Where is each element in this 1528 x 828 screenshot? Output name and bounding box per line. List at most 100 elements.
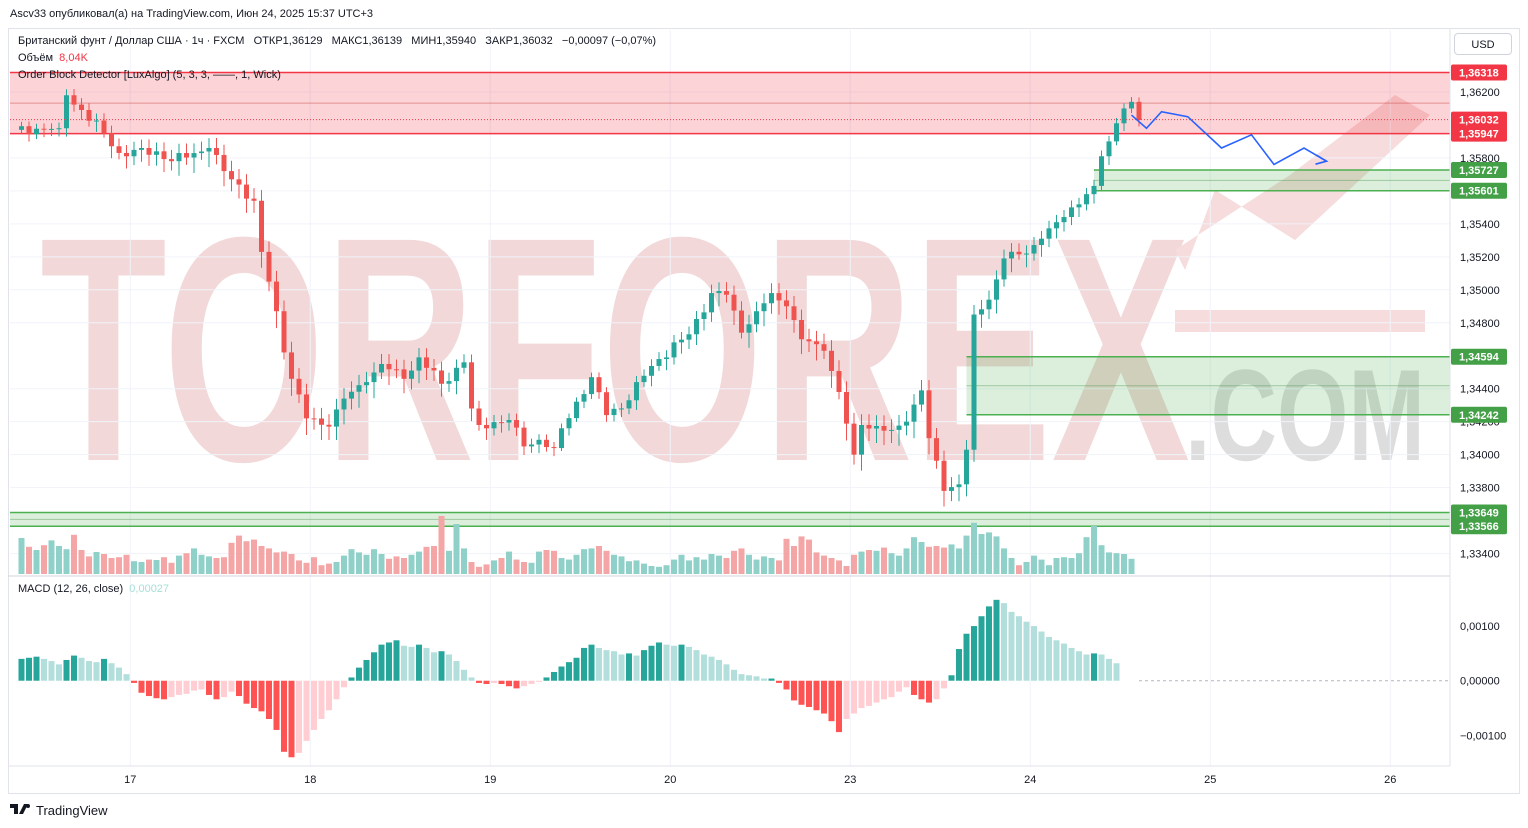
volume-bar [956, 548, 962, 574]
macd-bar [476, 680, 482, 683]
price-label-box [1451, 518, 1507, 535]
macd-bar [596, 647, 602, 681]
macd-bar [543, 677, 550, 681]
macd-bar [761, 678, 767, 681]
candle-body [724, 291, 729, 295]
candle-body [161, 151, 167, 160]
tradingview-logo-icon [10, 800, 32, 822]
volume-bar [131, 561, 137, 574]
macd-tick-label: 0,00000 [1460, 676, 1500, 688]
volume-bar [1106, 552, 1112, 574]
macd-bar [266, 680, 272, 719]
candle-body [611, 408, 617, 416]
volume-bar [941, 547, 947, 574]
macd-bar [288, 680, 295, 758]
candle-body [1024, 253, 1029, 255]
macd-bar [656, 642, 662, 681]
volume-bar [363, 554, 370, 574]
candle-body [229, 171, 234, 180]
macd-bar [318, 680, 325, 719]
volume-bar [41, 545, 47, 574]
candle-body [1016, 251, 1022, 255]
volume-bar [896, 555, 902, 574]
volume-bar [1083, 537, 1090, 574]
candle-body [784, 300, 789, 307]
macd-bar [26, 657, 32, 681]
macd-bar [416, 644, 422, 681]
volume-bar [881, 547, 887, 574]
macd-bar [701, 654, 707, 681]
macd-bar [446, 654, 452, 681]
price-tick-label: 1,35400 [1460, 219, 1500, 231]
macd-bar [813, 680, 820, 711]
volume-bar [198, 554, 205, 574]
macd-bar [611, 651, 617, 681]
macd-legend[interactable]: MACD (12, 26, close) 0,00027 [18, 583, 169, 595]
footer-brand[interactable]: TradingView [10, 800, 108, 822]
volume-bar [918, 542, 925, 574]
volume-bar [708, 554, 715, 574]
macd-histogram [18, 599, 1120, 758]
bull-order-block [10, 512, 1450, 527]
candle-body [191, 153, 197, 158]
macd-bar [963, 633, 970, 681]
price-label-box [1451, 348, 1507, 365]
volume-bar [776, 560, 782, 574]
watermark: TORFOREX.COM [40, 95, 1430, 528]
macd-bar [168, 680, 175, 698]
candle-body [289, 352, 294, 379]
candle-body [514, 420, 519, 428]
macd-bar [686, 646, 692, 681]
volume-bar [1121, 554, 1127, 574]
candle-body [236, 179, 242, 185]
macd-bar [1023, 621, 1030, 681]
macd-bar [453, 661, 460, 681]
macd-bar [273, 680, 280, 730]
volume-bar [611, 554, 617, 574]
macd-bar [491, 680, 497, 683]
macd-bar [798, 680, 805, 705]
macd-bar [71, 655, 77, 681]
macd-bar [281, 680, 287, 752]
candle-body [311, 418, 317, 420]
bull-order-block [966, 356, 1450, 415]
macd-bar [723, 664, 730, 681]
candle-body [889, 429, 894, 431]
candle-body [94, 120, 99, 122]
volume-bar [341, 555, 347, 574]
volume-bar [836, 560, 842, 574]
volume-bar [618, 556, 625, 574]
candle-body [874, 425, 879, 429]
volume-bar [731, 550, 737, 574]
volume-bar [933, 546, 940, 574]
macd-bar [341, 680, 347, 688]
candle-body [716, 291, 722, 294]
currency-button[interactable]: USD [1454, 33, 1512, 55]
volume-bar [251, 539, 257, 574]
candle-body [401, 369, 407, 379]
price-tick-label: 1,34400 [1460, 384, 1500, 396]
indicator-legend[interactable]: Order Block Detector [LuxAlgo] (5, 3, 3,… [18, 69, 281, 81]
macd-bar [431, 652, 437, 681]
macd-bar [993, 599, 1000, 681]
time-tick-label: 25 [1204, 774, 1216, 786]
volume-bar [416, 551, 422, 574]
candle-body [131, 149, 137, 157]
volume-bar [948, 544, 955, 574]
price-tick-label: 1,33400 [1460, 549, 1500, 561]
candle-body [1114, 123, 1119, 142]
volume-bar [686, 560, 692, 574]
macd-bar [918, 680, 925, 700]
volume-bar [581, 549, 587, 574]
candle-body [424, 357, 429, 368]
volume-bar [971, 522, 977, 574]
volume-bar [633, 560, 640, 574]
candle-body [971, 314, 977, 450]
candle-body [371, 372, 377, 383]
macd-bar [633, 655, 640, 681]
candle-body [439, 370, 444, 384]
macd-bar [731, 669, 737, 681]
volume-bar [701, 559, 707, 574]
chart-frame [8, 28, 1520, 794]
